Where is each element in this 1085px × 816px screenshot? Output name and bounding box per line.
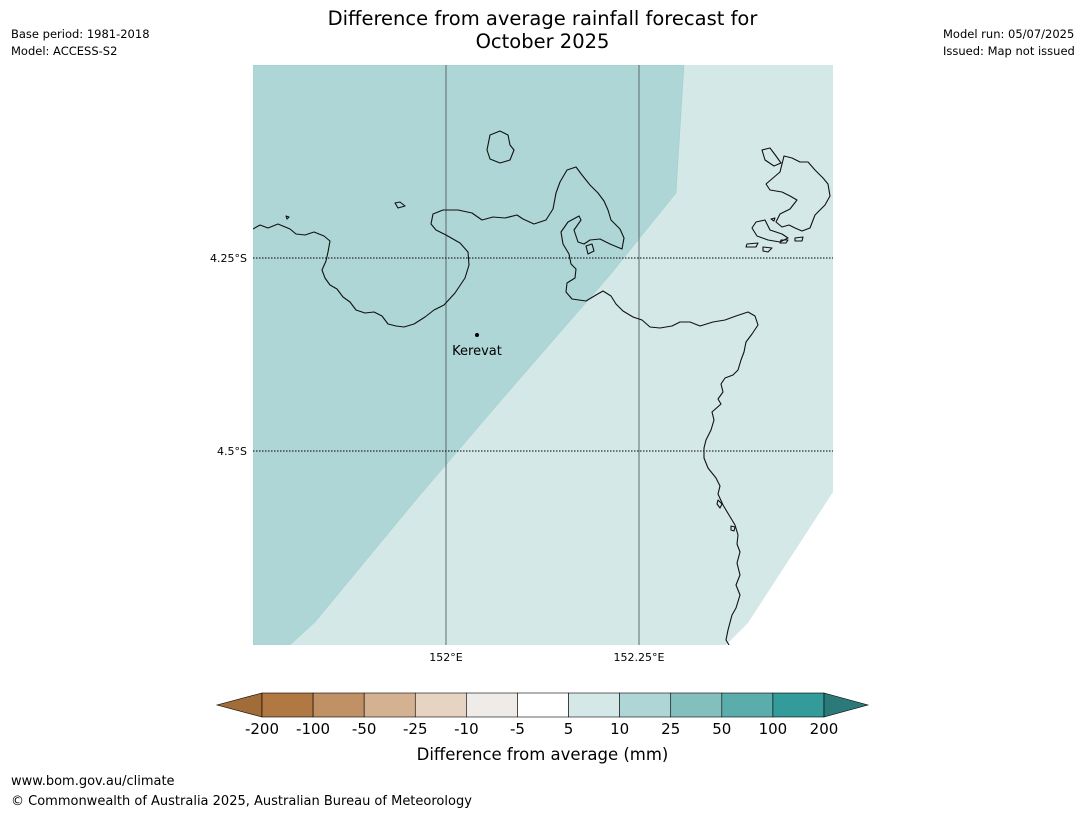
colorbar-segment: [721, 692, 774, 718]
colorbar-segments: [215, 692, 870, 718]
lon-label-152: 152°E: [429, 651, 462, 664]
colorbar-tick-label: 100: [758, 720, 788, 738]
meta-right: Model run: 05/07/2025 Issued: Map not is…: [943, 26, 1075, 60]
footer-url: www.bom.gov.au/climate: [11, 774, 175, 789]
colorbar: [215, 692, 870, 718]
meta-left: Base period: 1981-2018 Model: ACCESS-S2: [11, 26, 150, 60]
colorbar-extend-high: [823, 692, 870, 718]
region-10-to-25: [253, 65, 685, 645]
colorbar-label: Difference from average (mm): [416, 745, 669, 764]
colorbar-tick-label: 50: [712, 720, 732, 738]
islet-coast-1: [716, 499, 723, 509]
island-north: [486, 130, 515, 164]
colorbar-tick-label: -50: [351, 720, 377, 738]
colorbar-tick-label: -10: [454, 720, 479, 738]
title-line-1: Difference from average rainfall forecas…: [327, 7, 758, 30]
forecast-map: Kerevat 4.25°S 4.5°S 152°E 152.25°E: [210, 65, 833, 664]
colorbar-segment: [261, 692, 314, 718]
islet-east-1: [745, 242, 759, 248]
colorbar-tick-label: -200: [244, 720, 280, 738]
coastline-north: [253, 166, 759, 645]
colorbar-segment: [619, 692, 672, 718]
kerevat-marker: [475, 333, 479, 337]
colorbar-tick-label: -5: [509, 720, 525, 738]
model-text: Model: ACCESS-S2: [11, 44, 118, 58]
base-period-text: Base period: 1981-2018: [11, 27, 150, 41]
kerevat-label: Kerevat: [452, 344, 502, 359]
colorbar-tick-label: 25: [661, 720, 681, 738]
colorbar-tick-label: 200: [809, 720, 839, 738]
colorbar-tick-label: -100: [296, 720, 331, 738]
colorbar-segment: [466, 692, 518, 718]
colorbar-tick-label: -25: [403, 720, 428, 738]
coastline: [253, 130, 831, 645]
issued-text: Issued: Map not issued: [943, 44, 1075, 58]
islet-east-2: [762, 246, 773, 253]
lat-label-4-25: 4.25°S: [210, 252, 247, 265]
colorbar-segment: [312, 692, 365, 718]
lon-label-152-25: 152.25°E: [614, 651, 665, 664]
islet-coast-2: [730, 525, 736, 532]
colorbar-segment: [568, 692, 620, 718]
colorbar-segment: [363, 692, 416, 718]
colorbar-segment: [517, 692, 569, 718]
colorbar-segment: [414, 692, 467, 718]
colorbar-tick-label: 10: [610, 720, 630, 738]
colorbar-segment: [670, 692, 723, 718]
islet-east-5: [770, 217, 776, 222]
islands-east-main: [765, 155, 831, 232]
footer-copyright: © Commonwealth of Australia 2025, Austra…: [11, 794, 472, 809]
colorbar-tick-label: 5: [563, 720, 574, 738]
title-line-2: October 2025: [475, 30, 610, 53]
islet-west: [394, 201, 406, 209]
islet-far-west: [285, 215, 290, 220]
islet-east-3: [779, 239, 789, 244]
coastline-inlet: [585, 243, 595, 255]
islet-east-4: [794, 236, 804, 242]
lat-label-4-5: 4.5°S: [217, 445, 247, 458]
colorbar-extend-low: [215, 692, 263, 718]
chart-title: Difference from average rainfall forecas…: [0, 7, 1085, 53]
model-run-text: Model run: 05/07/2025: [943, 27, 1075, 41]
islands-east: [761, 147, 782, 167]
colorbar-segment: [772, 692, 825, 718]
